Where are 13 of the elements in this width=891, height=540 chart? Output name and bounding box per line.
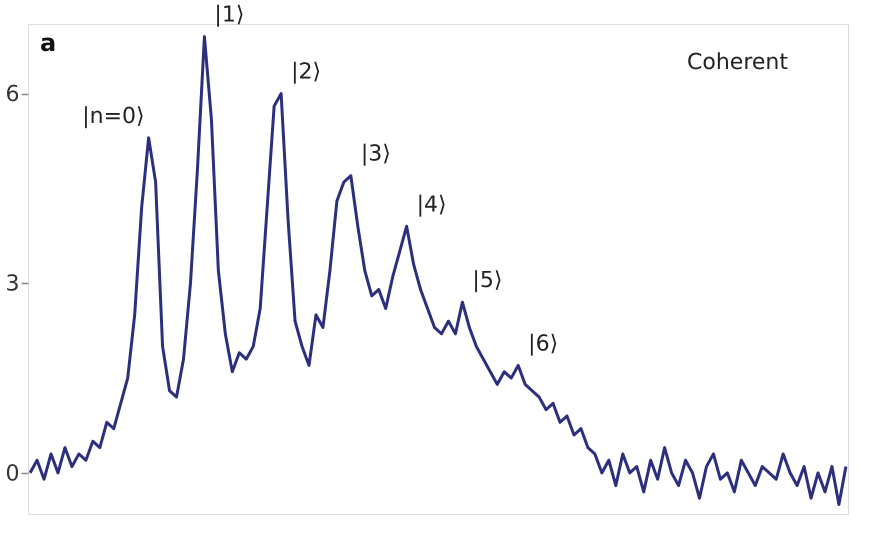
y-tick-label: 0 (6, 461, 20, 486)
annotation: Coherent (687, 50, 788, 75)
y-tick-label: 3 (6, 272, 20, 297)
annotation: |2⟩ (291, 60, 322, 85)
y-tick-label: 6 (6, 82, 20, 108)
annotation: |4⟩ (416, 192, 447, 218)
annotation: a (40, 29, 56, 57)
annotation: |1⟩ (214, 2, 244, 28)
annotation: |6⟩ (528, 331, 558, 356)
annotation: |n=0⟩ (82, 104, 145, 129)
line-series (28, 35, 848, 506)
annotation: |3⟩ (360, 142, 391, 167)
annotation: |5⟩ (472, 268, 502, 294)
